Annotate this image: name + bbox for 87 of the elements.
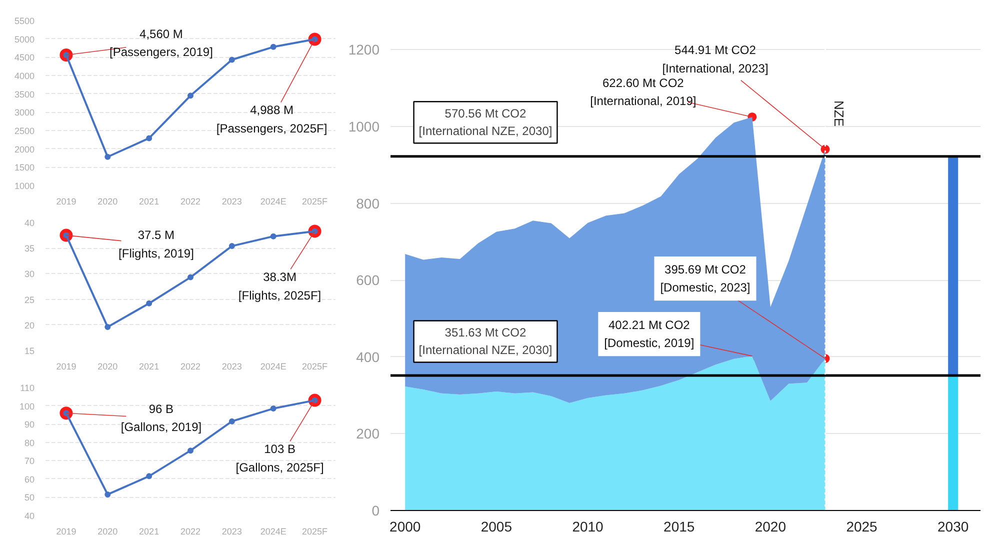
y-tick-label: 0 [372, 502, 380, 518]
x-tick-label: 2010 [572, 518, 604, 534]
ref-line-label: 351.63 Mt CO2 [International NZE, 2030] [418, 326, 552, 358]
annotation: 402.21 Mt CO2 [Domestic, 2019] [604, 318, 694, 350]
y-tick-label: 15 [24, 346, 35, 356]
y-tick-label: 1000 [348, 118, 380, 134]
y-tick-label: 110 [20, 383, 35, 393]
x-tick-label: 2019 [56, 196, 76, 206]
y-tick-label: 200 [356, 426, 380, 442]
ref-line-label: 570.56 Mt CO2 [International NZE, 2030] [418, 106, 552, 138]
x-tick-label: 2005 [480, 518, 512, 534]
y-tick-label: 70 [24, 456, 35, 466]
x-tick-label: 2022 [180, 196, 201, 206]
y-tick-label: 35 [24, 244, 35, 254]
point [188, 92, 194, 99]
x-tick-label: 2020 [754, 518, 786, 534]
annotation: 38.3M [Flights, 2025F] [238, 270, 322, 302]
point [146, 135, 152, 142]
x-tick-label: 2024E [260, 196, 286, 206]
y-tick-label: 800 [356, 195, 380, 212]
point [104, 491, 111, 498]
annotation: 4,560 M [Passengers, 2019] [110, 26, 213, 60]
x-tick-label: 2025F [302, 526, 328, 536]
x-tick-label: 2023 [222, 526, 242, 536]
y-tick-label: 1200 [348, 42, 380, 58]
x-tick-label: 2021 [139, 362, 160, 372]
x-tick-label: 2021 [139, 526, 160, 536]
point [228, 56, 235, 63]
x-tick-label: 2030 [938, 518, 969, 534]
x-tick-label: 2024E [260, 362, 286, 372]
y-tick-label: 4000 [14, 71, 35, 81]
point [104, 324, 111, 330]
x-tick-label: 2020 [98, 362, 118, 372]
point [228, 418, 235, 424]
ref-line-label: NZE [832, 100, 847, 127]
x-tick-label: 2025F [302, 196, 328, 206]
point [188, 448, 194, 454]
x-tick-label: 2020 [98, 526, 118, 536]
point [270, 406, 276, 412]
point [270, 233, 276, 240]
annotation: 4,988 M [Passengers, 2025F] [216, 103, 328, 136]
y-tick-label: 5000 [14, 34, 35, 44]
y-tick-label: 2000 [14, 144, 35, 154]
annotation: 395.69 Mt CO2 [Domestic, 2023] [660, 262, 750, 295]
y-tick-label: 1000 [14, 181, 35, 191]
y-tick-label: 90 [24, 420, 35, 430]
point [188, 274, 194, 280]
point [146, 473, 152, 480]
x-tick-label: 2022 [180, 526, 201, 536]
x-tick-label: 2019 [56, 362, 76, 372]
x-tick-label: 2019 [56, 526, 76, 536]
y-tick-label: 50 [24, 492, 35, 503]
annotation: 544.91 Mt CO2 [International, 2023] [662, 43, 768, 76]
y-tick-label: 3000 [14, 108, 35, 118]
y-tick-label: 80 [24, 438, 35, 448]
point [228, 243, 235, 250]
y-tick-label: 5500 [14, 16, 35, 26]
y-tick-label: 60 [24, 474, 35, 484]
x-tick-label: 2024E [260, 526, 286, 536]
y-tick-label: 400 [356, 348, 380, 365]
y-tick-label: 40 [24, 218, 35, 228]
y-tick-label: 40 [24, 511, 35, 521]
x-tick-label: 2022 [180, 362, 201, 372]
y-tick-label: 100 [19, 401, 35, 412]
x-tick-label: 2000 [390, 518, 421, 534]
x-tick-label: 2015 [664, 518, 695, 534]
x-tick-label: 2023 [222, 362, 242, 372]
y-tick-label: 2500 [14, 126, 35, 136]
y-tick-label: 30 [24, 269, 35, 280]
annotation: 103 B [Gallons, 2025F] [236, 442, 324, 474]
y-tick-label: 25 [24, 294, 35, 305]
point [146, 300, 152, 306]
x-tick-label: 2025F [302, 362, 328, 372]
x-tick-label: 2025 [846, 518, 878, 534]
x-tick-label: 2021 [139, 196, 160, 206]
y-tick-label: 4500 [14, 52, 35, 63]
y-tick-label: 20 [24, 320, 35, 330]
annotation: 622.60 Mt CO2 [International, 2019] [590, 76, 696, 108]
annotation: 96 B [Gallons, 2019] [120, 402, 202, 434]
y-tick-label: 1500 [14, 162, 35, 173]
x-tick-label: 2020 [98, 196, 118, 206]
y-tick-label: 600 [356, 272, 380, 288]
point [270, 44, 276, 50]
x-tick-label: 2023 [222, 196, 242, 206]
y-tick-label: 3500 [14, 89, 35, 100]
annotation: 37.5 M [Flights, 2019] [118, 228, 194, 260]
point [104, 154, 111, 160]
